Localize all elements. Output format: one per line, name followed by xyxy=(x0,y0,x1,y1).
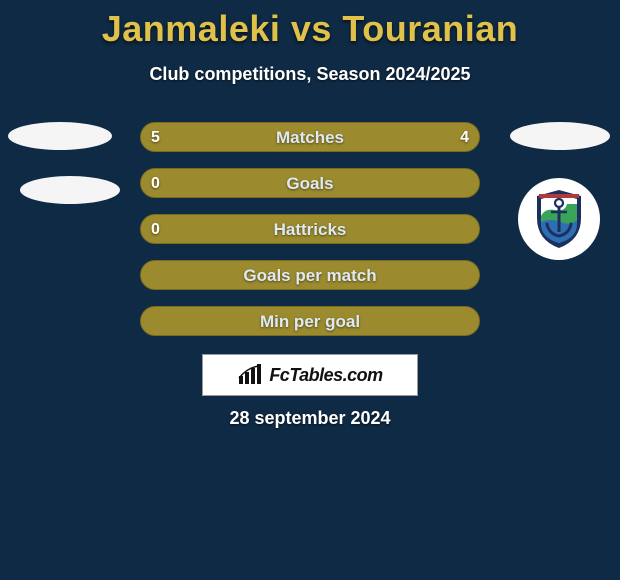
stat-row: Goals per match xyxy=(0,260,620,290)
brand-badge: FcTables.com xyxy=(202,354,418,396)
stat-pill-goals: 0 Goals xyxy=(140,168,480,198)
stat-row: 0 Goals xyxy=(0,168,620,198)
stat-row: 5 Matches 4 xyxy=(0,122,620,152)
stat-right-value: 4 xyxy=(460,123,469,153)
date-label: 28 september 2024 xyxy=(0,408,620,429)
bars-icon xyxy=(237,364,265,386)
stat-rows: 5 Matches 4 0 Goals 0 Hattricks Goals pe… xyxy=(0,122,620,352)
stat-pill-hattricks: 0 Hattricks xyxy=(140,214,480,244)
stat-label: Goals xyxy=(141,169,479,199)
stat-pill-goals-per-match: Goals per match xyxy=(140,260,480,290)
stat-row: Min per goal xyxy=(0,306,620,336)
stat-pill-matches: 5 Matches 4 xyxy=(140,122,480,152)
page-title: Janmaleki vs Touranian xyxy=(0,0,620,50)
stat-label: Hattricks xyxy=(141,215,479,245)
comparison-card: Janmaleki vs Touranian Club competitions… xyxy=(0,0,620,580)
brand-text: FcTables.com xyxy=(269,365,382,386)
stat-label: Matches xyxy=(141,123,479,153)
stat-pill-min-per-goal: Min per goal xyxy=(140,306,480,336)
stat-label: Min per goal xyxy=(141,307,479,337)
page-subtitle: Club competitions, Season 2024/2025 xyxy=(0,64,620,85)
stat-label: Goals per match xyxy=(141,261,479,291)
stat-row: 0 Hattricks xyxy=(0,214,620,244)
